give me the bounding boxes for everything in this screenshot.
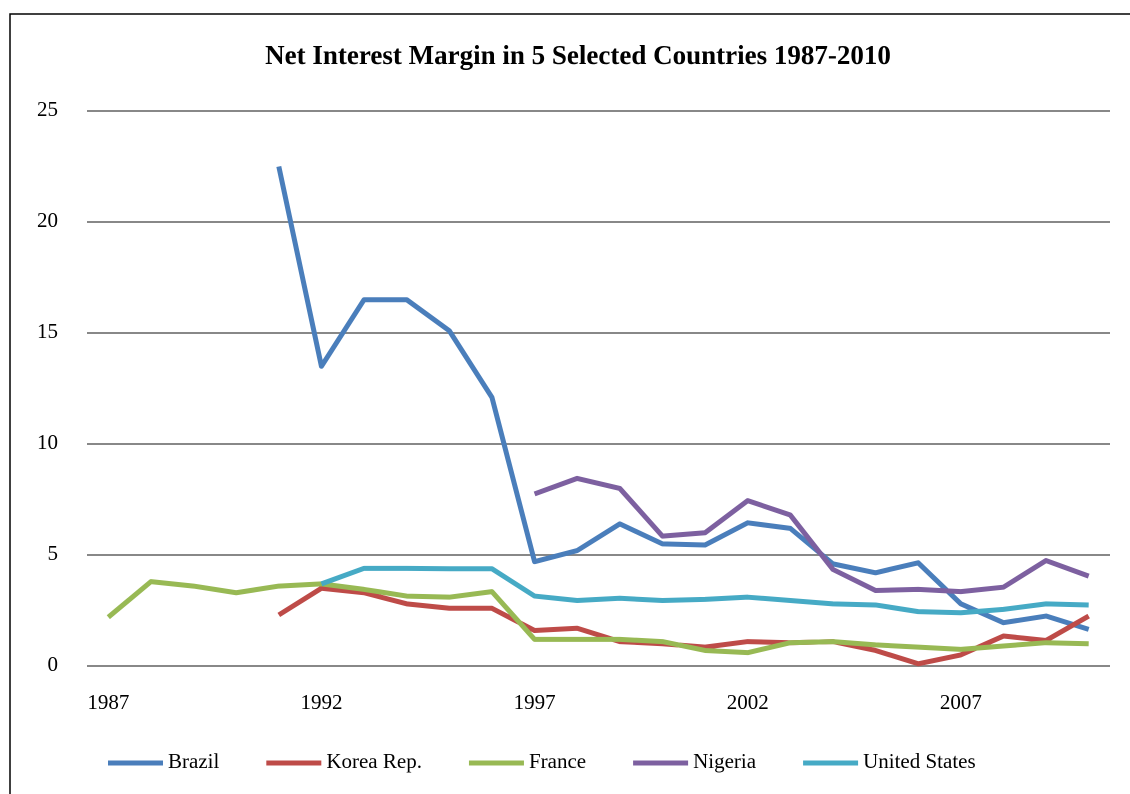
x-tick-label: 2002 xyxy=(727,690,769,714)
series-line xyxy=(320,565,1089,616)
chart-title: Net Interest Margin in 5 Selected Countr… xyxy=(265,40,891,70)
series-line xyxy=(276,165,1090,632)
x-tick-label: 1987 xyxy=(87,690,129,714)
legend-label: France xyxy=(529,749,586,773)
x-tick-label: 2007 xyxy=(940,690,982,714)
y-tick-label: 0 xyxy=(48,652,59,676)
y-tick-label: 10 xyxy=(37,430,58,454)
legend-label: Nigeria xyxy=(693,749,757,773)
y-tick-label: 20 xyxy=(37,208,58,232)
y-tick-label: 5 xyxy=(48,541,59,565)
legend-label: Korea Rep. xyxy=(326,749,422,773)
y-tick-label: 25 xyxy=(37,97,58,121)
series-line xyxy=(533,475,1090,595)
legend-label: United States xyxy=(863,749,976,773)
x-tick-label: 1992 xyxy=(300,690,342,714)
series-line xyxy=(106,579,1089,656)
y-tick-label: 15 xyxy=(37,319,58,343)
x-tick-label: 1997 xyxy=(514,690,556,714)
legend-label: Brazil xyxy=(168,749,219,773)
chart-frame xyxy=(9,13,1130,794)
